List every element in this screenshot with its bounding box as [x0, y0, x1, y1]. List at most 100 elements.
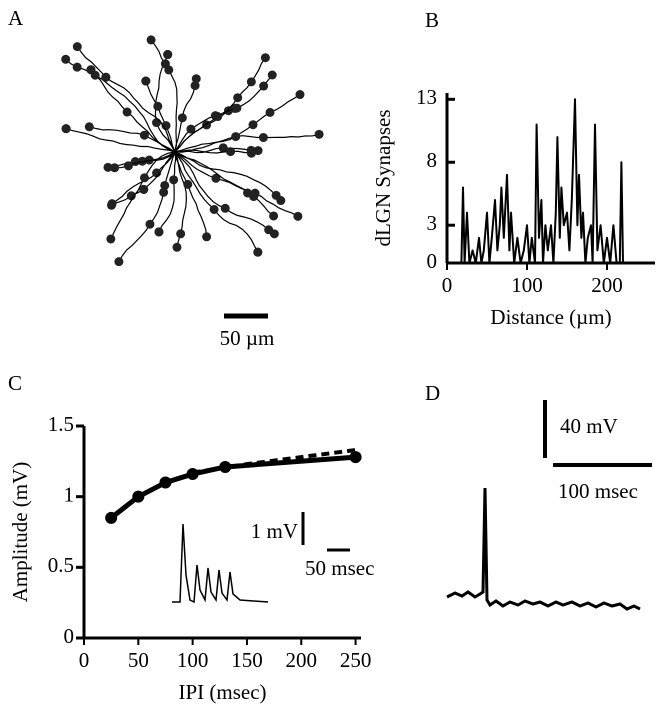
y-tick-label: 0 — [64, 624, 75, 648]
y-axis-title: dLGN Synapses — [371, 109, 395, 246]
bouton — [226, 147, 236, 157]
bouton — [84, 122, 94, 132]
bouton — [253, 247, 263, 257]
dendrite — [145, 80, 176, 153]
bouton — [101, 72, 111, 82]
series-line — [192, 448, 356, 475]
panel-label: A — [8, 6, 24, 30]
dendrite — [174, 151, 282, 201]
bouton — [72, 42, 82, 52]
dendrite — [174, 147, 259, 154]
dendrite — [65, 128, 176, 153]
bouton — [152, 118, 162, 128]
x-tick-label: 100 — [511, 273, 543, 297]
trace — [446, 487, 641, 611]
y-tick-label: 1 — [64, 482, 75, 506]
marker — [349, 451, 362, 464]
bouton — [293, 211, 303, 221]
bouton — [213, 112, 223, 122]
y-tick-label: 13 — [416, 85, 437, 109]
panel-label: B — [425, 8, 439, 32]
y-tick-label: 0 — [427, 249, 438, 273]
bouton — [269, 229, 279, 239]
bouton — [260, 53, 270, 63]
bouton — [144, 155, 154, 165]
bouton — [72, 62, 82, 72]
bouton — [61, 54, 71, 64]
bouton — [177, 113, 187, 123]
dendrite — [76, 46, 176, 153]
bouton — [276, 196, 286, 206]
bouton — [169, 175, 179, 185]
dendrite — [174, 151, 299, 217]
bouton — [202, 232, 212, 242]
x-tick-label: 200 — [591, 273, 623, 297]
bouton — [258, 133, 268, 143]
bouton — [249, 191, 259, 201]
dendrite — [111, 151, 176, 205]
bouton — [86, 65, 96, 75]
y-tick-label: 8 — [427, 148, 438, 172]
bouton — [161, 121, 171, 131]
bouton — [314, 129, 324, 139]
bouton — [146, 35, 156, 45]
bouton — [114, 257, 124, 267]
y-tick-label: 1.5 — [48, 412, 74, 436]
x-axis-title: IPI (msec) — [178, 680, 266, 704]
dendrite — [150, 39, 178, 153]
scale-label: 1 mV — [251, 519, 298, 543]
bouton — [126, 191, 136, 201]
bouton — [159, 187, 169, 197]
neuron-drawing — [61, 35, 324, 267]
bouton — [211, 173, 221, 183]
bouton — [190, 81, 200, 91]
bouton — [246, 148, 256, 158]
bouton — [267, 70, 277, 80]
bouton — [160, 180, 170, 190]
x-tick-label: 200 — [286, 648, 318, 672]
bouton — [106, 234, 116, 244]
dendrite — [174, 74, 273, 153]
bouton — [295, 90, 305, 100]
bouton — [107, 199, 117, 209]
scale-label: 100 msec — [558, 479, 638, 503]
y-axis-title: Amplitude (mV) — [8, 462, 32, 603]
y-tick-label: 3 — [427, 211, 438, 235]
x-tick-label: 100 — [177, 648, 209, 672]
x-axis-title: Distance (µm) — [490, 305, 611, 329]
x-tick-label: 0 — [79, 648, 90, 672]
bouton — [172, 242, 182, 252]
bouton — [139, 173, 149, 183]
dendrite — [174, 94, 301, 153]
bouton — [176, 229, 186, 239]
bouton — [154, 227, 164, 237]
bouton — [248, 120, 258, 130]
bouton — [145, 219, 155, 229]
dendrite — [174, 151, 259, 253]
bouton — [122, 107, 132, 117]
inset-trace — [172, 523, 269, 604]
bouton — [209, 204, 219, 214]
bouton — [110, 163, 120, 173]
x-tick-label: 250 — [340, 648, 372, 672]
bouton — [183, 179, 193, 189]
bouton — [218, 143, 228, 153]
bouton — [186, 124, 196, 134]
panel-label: C — [8, 371, 22, 395]
series-line — [459, 98, 627, 264]
bouton — [231, 132, 241, 142]
bouton — [220, 203, 230, 213]
dendrite — [174, 149, 252, 154]
bouton — [103, 162, 113, 172]
bouton — [139, 130, 149, 140]
bouton — [259, 81, 269, 91]
bouton — [233, 93, 243, 103]
bouton — [265, 107, 275, 117]
bouton — [232, 103, 242, 113]
scale-label: 50 µm — [220, 326, 275, 350]
y-tick-label: 0.5 — [48, 553, 74, 577]
marker — [159, 476, 172, 489]
dendrite — [118, 151, 176, 262]
bouton — [139, 184, 149, 194]
